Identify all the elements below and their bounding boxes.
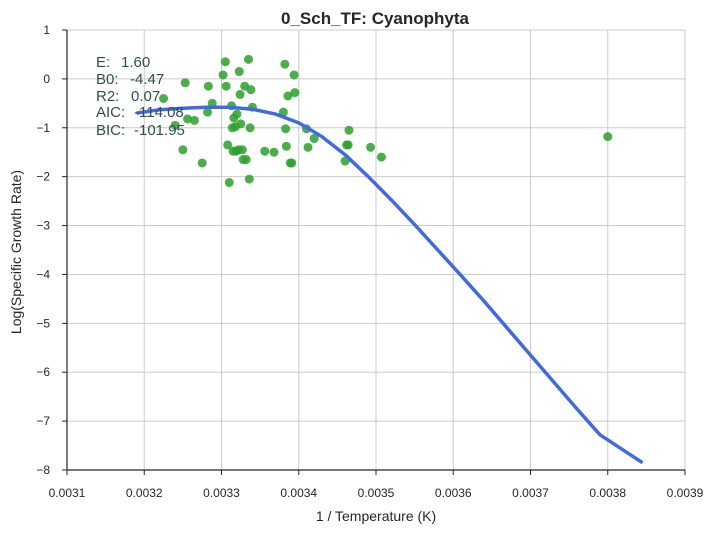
stat-aic-value: -114.08 <box>134 104 184 121</box>
data-point <box>343 140 353 150</box>
chart-title: 0_Sch_TF: Cyanophyta <box>281 9 470 28</box>
data-point <box>197 158 207 168</box>
data-point <box>376 152 386 162</box>
x-tick-label: 0.0032 <box>126 486 163 500</box>
y-tick-label: −5 <box>36 316 50 330</box>
data-point <box>281 124 291 134</box>
data-point <box>280 59 290 69</box>
x-tick-label: 0.0031 <box>49 486 86 500</box>
x-tick-label: 0.0033 <box>203 486 240 500</box>
data-point <box>203 81 213 91</box>
data-point <box>366 142 376 152</box>
y-tick-label: 1 <box>43 23 50 37</box>
x-tick-label: 0.0037 <box>512 486 549 500</box>
data-point <box>224 178 234 188</box>
x-tick-label: 0.0036 <box>435 486 472 500</box>
data-point <box>289 70 299 80</box>
data-point <box>244 54 254 64</box>
y-tick-label: −4 <box>36 267 50 281</box>
data-point <box>283 91 293 101</box>
x-tick-label: 0.0039 <box>667 486 704 500</box>
x-tick-label: 0.0035 <box>358 486 395 500</box>
y-tick-label: 0 <box>43 72 50 86</box>
data-point <box>246 85 256 95</box>
x-axis-label: 1 / Temperature (K) <box>316 508 436 524</box>
data-point <box>221 81 231 91</box>
data-point <box>603 132 613 142</box>
data-point <box>260 146 270 156</box>
stat-e-label: E: <box>96 54 110 71</box>
data-point <box>287 158 297 168</box>
stat-e-value: 1.60 <box>121 54 150 71</box>
data-point <box>236 119 246 129</box>
stat-b0-value: -4.47 <box>130 71 164 88</box>
fit-statistics: E: 1.60 B0: -4.47 R2: 0.07 AIC: -114.08 … <box>96 54 185 139</box>
y-tick-label: −2 <box>36 170 50 184</box>
y-ticks: 1 0 −1 −2 −3 −4 −5 −6 −7 −8 <box>36 23 67 477</box>
data-point <box>269 147 279 157</box>
data-point <box>180 78 190 88</box>
stat-r2-label: R2: <box>96 88 119 105</box>
x-ticks: 0.0031 0.0032 0.0033 0.0034 0.0035 0.0036 0.00… <box>49 470 704 500</box>
y-tick-label: −1 <box>36 121 50 135</box>
data-point <box>223 140 233 150</box>
fit-line <box>136 105 644 465</box>
data-point <box>244 174 254 184</box>
data-point <box>203 107 213 117</box>
y-axis-label: Log(Specific Growth Rate) <box>8 170 24 334</box>
data-point <box>344 125 354 135</box>
data-point <box>237 145 247 155</box>
stat-bic-label: BIC: <box>96 122 125 139</box>
data-point <box>218 70 228 80</box>
y-tick-label: −7 <box>36 414 50 428</box>
data-point <box>178 145 188 155</box>
y-tick-label: −6 <box>36 365 50 379</box>
data-point <box>281 141 291 151</box>
stat-bic-value: -101.95 <box>134 122 185 139</box>
stat-r2-value: 0.07 <box>131 88 160 105</box>
data-point <box>241 155 251 165</box>
data-point <box>232 109 242 119</box>
data-point <box>290 88 300 98</box>
data-point <box>170 120 180 130</box>
data-point <box>183 114 193 124</box>
data-point <box>234 67 244 77</box>
y-tick-label: −8 <box>36 463 50 477</box>
data-point <box>159 93 169 103</box>
stat-aic-label: AIC: <box>96 104 125 121</box>
x-tick-label: 0.0034 <box>280 486 317 500</box>
data-point <box>309 134 319 144</box>
data-point <box>220 57 230 67</box>
y-tick-label: −3 <box>36 219 50 233</box>
data-point <box>189 115 199 125</box>
fitted-curve <box>136 105 644 465</box>
data-point <box>245 123 255 133</box>
grid-lines <box>67 29 686 470</box>
scatter-points <box>159 54 613 188</box>
x-tick-label: 0.0038 <box>589 486 626 500</box>
stat-b0-label: B0: <box>96 71 119 88</box>
data-point <box>235 90 245 100</box>
data-point <box>303 142 313 152</box>
